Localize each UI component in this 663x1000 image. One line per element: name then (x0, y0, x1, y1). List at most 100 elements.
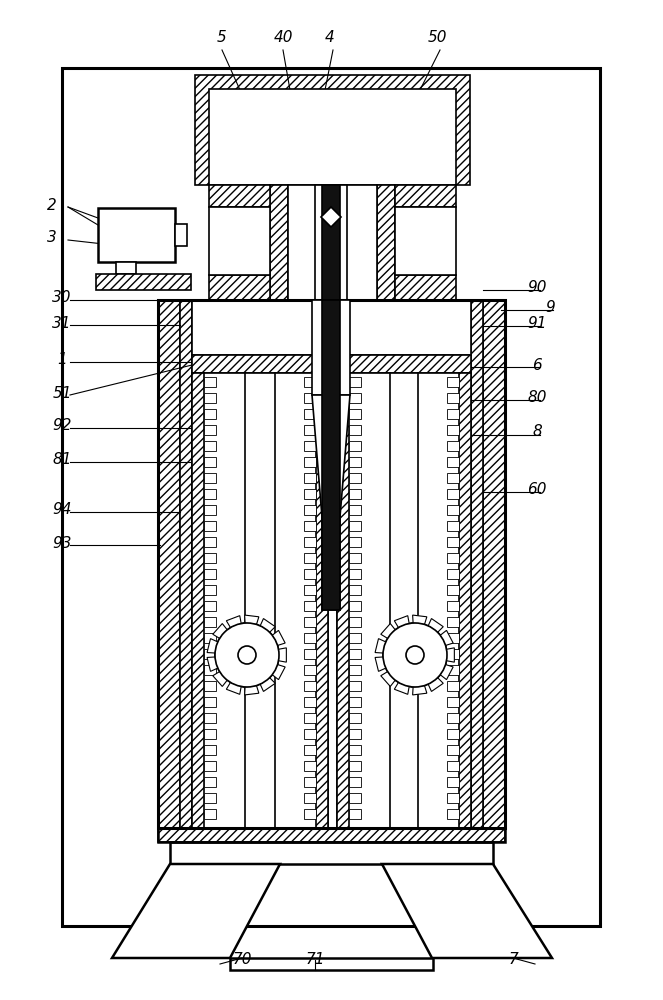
Bar (158, 300, 180, 828)
Bar (447, 681, 459, 691)
Bar (447, 793, 459, 803)
Circle shape (406, 646, 424, 664)
Text: 71: 71 (305, 952, 325, 968)
Polygon shape (428, 678, 444, 691)
Polygon shape (260, 678, 275, 691)
Polygon shape (440, 630, 453, 645)
Bar (447, 585, 459, 595)
Bar (304, 473, 316, 483)
Bar (322, 185, 340, 610)
Bar (192, 300, 328, 355)
Polygon shape (213, 624, 227, 638)
Bar (204, 793, 216, 803)
Bar (304, 697, 316, 707)
Bar (447, 697, 459, 707)
Bar (312, 300, 350, 395)
Bar (204, 425, 216, 435)
Bar (230, 958, 433, 970)
Bar (209, 185, 270, 207)
Bar (204, 777, 216, 787)
Bar (447, 809, 459, 819)
Bar (304, 585, 316, 595)
Bar (304, 505, 316, 515)
Bar (447, 393, 459, 403)
Bar (349, 681, 361, 691)
Text: 40: 40 (273, 30, 293, 45)
Bar (304, 665, 316, 675)
Bar (349, 697, 361, 707)
Text: 81: 81 (52, 452, 72, 468)
Circle shape (238, 646, 256, 664)
Bar (447, 633, 459, 643)
Bar (192, 373, 204, 828)
Bar (471, 300, 483, 828)
Text: 31: 31 (52, 316, 72, 330)
Polygon shape (394, 682, 409, 694)
Bar (204, 697, 216, 707)
Bar (304, 761, 316, 771)
Bar (349, 377, 361, 387)
Circle shape (383, 623, 447, 687)
Polygon shape (440, 665, 453, 680)
Bar (483, 300, 505, 828)
Bar (447, 569, 459, 579)
Polygon shape (312, 395, 350, 590)
Bar (349, 809, 361, 819)
Polygon shape (278, 648, 286, 662)
Bar (204, 409, 216, 419)
Bar (304, 537, 316, 547)
Bar (447, 601, 459, 611)
Bar (322, 300, 340, 610)
Bar (204, 617, 216, 627)
Bar (447, 489, 459, 499)
Bar (349, 569, 361, 579)
Bar (316, 373, 328, 828)
Text: 9: 9 (545, 300, 555, 316)
Polygon shape (321, 207, 341, 227)
Bar (349, 489, 361, 499)
Bar (204, 649, 216, 659)
Polygon shape (381, 672, 395, 686)
Bar (395, 275, 456, 300)
Bar (349, 793, 361, 803)
Bar (304, 425, 316, 435)
Text: 60: 60 (527, 483, 547, 497)
Bar (304, 393, 316, 403)
Polygon shape (207, 639, 218, 653)
Bar (349, 665, 361, 675)
Bar (447, 713, 459, 723)
Polygon shape (428, 619, 444, 632)
Bar (304, 633, 316, 643)
Text: 70: 70 (232, 952, 252, 968)
Bar (192, 373, 328, 828)
Bar (304, 809, 316, 819)
Polygon shape (412, 686, 427, 695)
Polygon shape (226, 682, 241, 694)
Bar (447, 377, 459, 387)
Bar (96, 274, 191, 290)
Text: 7: 7 (508, 952, 518, 968)
Bar (204, 681, 216, 691)
Bar (377, 185, 395, 300)
Bar (349, 505, 361, 515)
Bar (349, 649, 361, 659)
Bar (180, 300, 192, 828)
Bar (349, 777, 361, 787)
Polygon shape (412, 615, 427, 624)
Text: 91: 91 (527, 316, 547, 330)
Bar (304, 713, 316, 723)
Text: 92: 92 (52, 418, 72, 432)
Polygon shape (260, 619, 275, 632)
Bar (349, 537, 361, 547)
Bar (459, 373, 471, 828)
Bar (204, 441, 216, 451)
Text: 93: 93 (52, 536, 72, 550)
Bar (304, 777, 316, 787)
Bar (337, 373, 471, 828)
Bar (204, 553, 216, 563)
Bar (62, 68, 600, 926)
Text: 94: 94 (52, 502, 72, 518)
Bar (288, 185, 377, 300)
Bar (447, 649, 459, 659)
Polygon shape (381, 624, 395, 638)
